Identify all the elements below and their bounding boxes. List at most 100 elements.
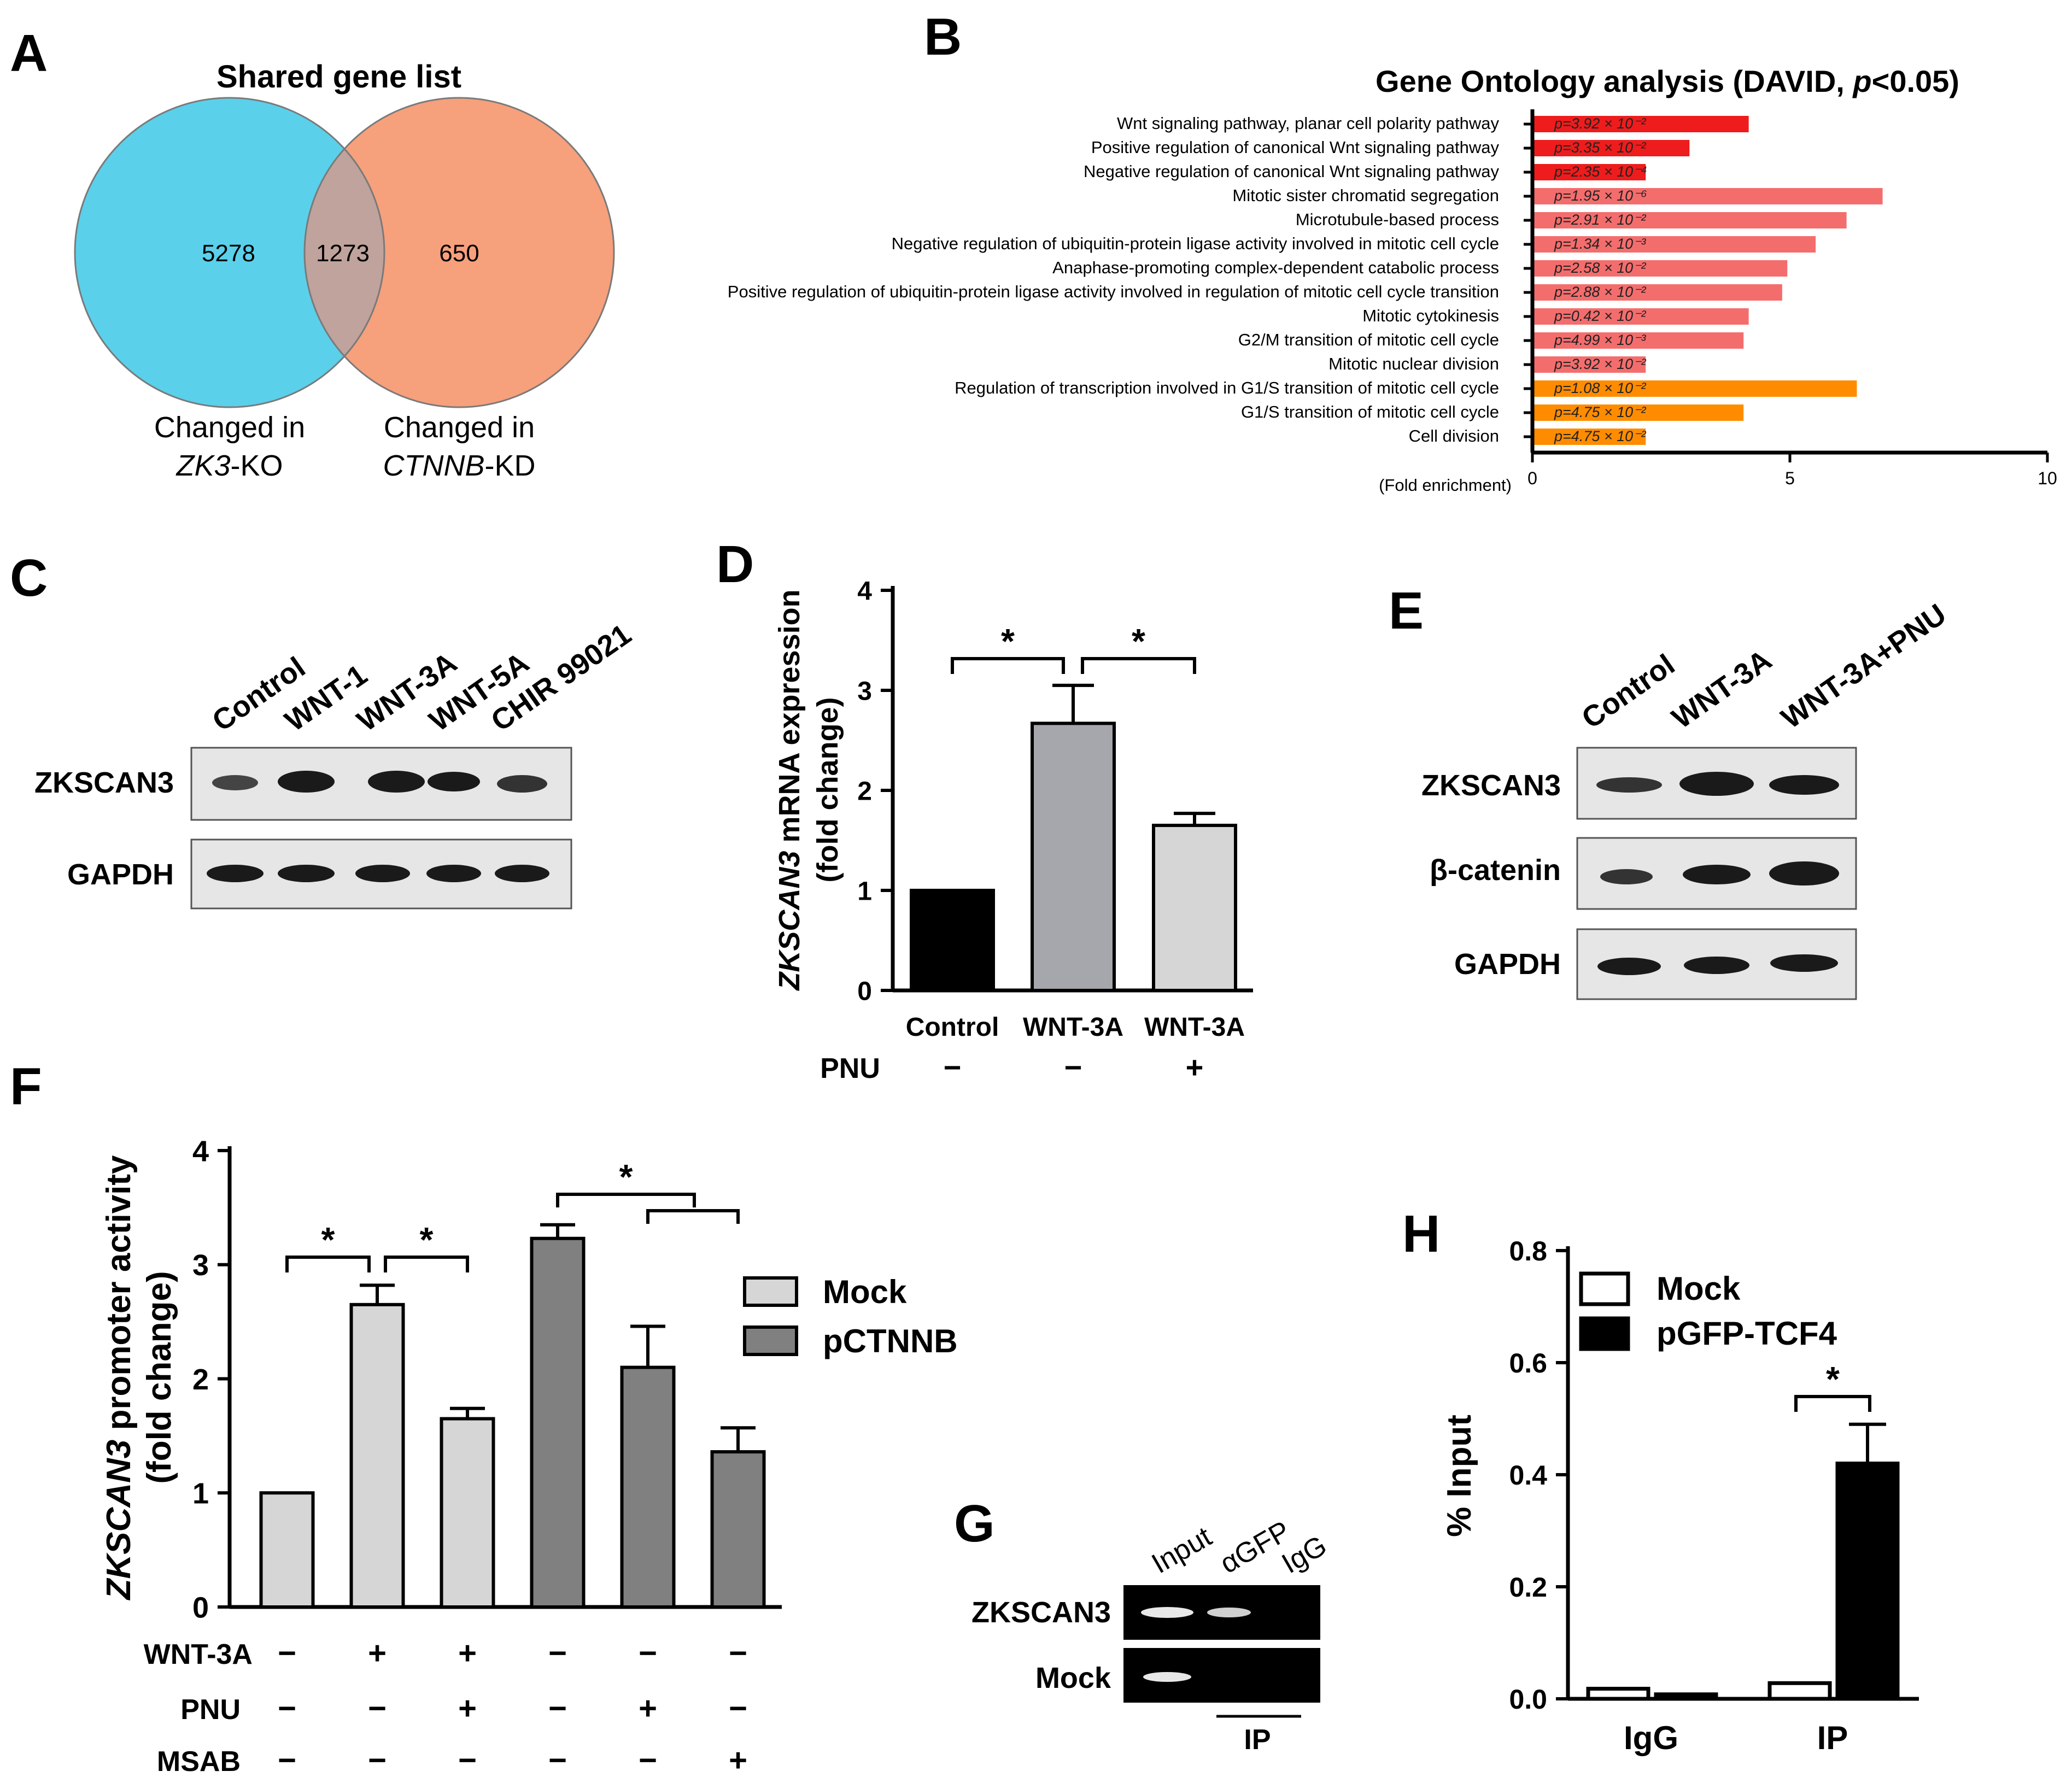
treatment-sign: −: [639, 1635, 657, 1671]
go-bar: [1532, 332, 1744, 349]
blot-band: [1596, 777, 1662, 793]
treatment-sign: −: [548, 1743, 567, 1778]
go-x-tick-label: 10: [2038, 468, 2057, 488]
x-category-label: WNT-3A: [1023, 1013, 1123, 1042]
go-bar: [1532, 236, 1816, 253]
x-category-label: IP: [1817, 1720, 1848, 1756]
venn-overlap-count: 1273: [316, 240, 370, 267]
treatment-sign: +: [639, 1691, 657, 1726]
blot-band: [1600, 869, 1653, 884]
panel-a: A Shared gene list 5278 1273 650 Changed…: [10, 24, 615, 482]
chip-bar: [1835, 1462, 1900, 1701]
y-tick-label: 4: [857, 577, 872, 606]
go-bar-pvalue: p=2.91 × 10⁻²: [1554, 212, 1646, 228]
go-term-label: Negative regulation of canonical Wnt sig…: [1084, 162, 1499, 181]
treatment-sign: −: [548, 1635, 567, 1671]
y-axis-label: % Input: [1441, 1415, 1478, 1537]
y-tick-label: 0.6: [1509, 1348, 1547, 1379]
legend-label-mock: Mock: [1657, 1270, 1741, 1307]
legend-swatch-pgfp-tcf4: [1579, 1316, 1630, 1351]
legend-label-mock: Mock: [823, 1274, 907, 1310]
blot-c-row-label: GAPDH: [67, 858, 174, 891]
treatment-sign-grid: − + + − − − − − + − + − − − − − − +: [278, 1635, 747, 1778]
blot-band: [278, 771, 335, 793]
pnu-row-label: PNU: [820, 1053, 880, 1084]
y-tick-label: 1: [857, 877, 872, 906]
go-bar: [1532, 429, 1646, 445]
legend-label-pctnnb: pCTNNB: [823, 1323, 958, 1359]
blot-e-row-label: β-catenin: [1430, 854, 1561, 887]
legend-label-pgfp-tcf4: pGFP-TCF4: [1657, 1315, 1837, 1352]
significance-star: *: [1132, 621, 1145, 661]
gel-band: [1207, 1608, 1251, 1617]
go-term-label: Regulation of transcription involved in …: [955, 378, 1499, 397]
blot-band: [212, 775, 258, 790]
promoter-bar: [620, 1365, 676, 1609]
go-bar: [1532, 284, 1782, 301]
y-tick-label: 1: [192, 1477, 209, 1510]
blot-band: [355, 865, 410, 882]
blot-g-lane-label: Input: [1146, 1521, 1218, 1580]
go-bar-pvalue: p=2.88 × 10⁻²: [1554, 284, 1646, 300]
ip-bracket-label: IP: [1244, 1724, 1271, 1756]
venn-title: Shared gene list: [216, 59, 461, 95]
promoter-bar: [440, 1417, 495, 1609]
go-bar-pvalue: p=0.42 × 10⁻²: [1554, 308, 1646, 324]
treatment-sign: −: [729, 1691, 747, 1726]
go-bar-pvalue: p=1.08 × 10⁻²: [1554, 380, 1646, 396]
go-term-label: Mitotic cytokinesis: [1362, 306, 1499, 325]
panel-c: C Control WNT-1 WNT-3A WNT-5A CHIR 99021…: [10, 549, 637, 910]
blot-band: [1769, 775, 1839, 795]
go-x-tick-label: 5: [1785, 468, 1795, 488]
go-bar: [1532, 140, 1690, 156]
chip-bar-chart: 0.0 0.2 0.4 0.6 0.8 IgG IP * % Input: [1441, 1236, 1919, 1756]
y-tick-label: 0.0: [1509, 1684, 1547, 1715]
treatment-row-label: PNU: [180, 1694, 241, 1726]
y-tick-label: 2: [192, 1363, 209, 1396]
x-category-label: WNT-3A: [1144, 1013, 1245, 1042]
go-bar-pvalue: p=2.58 × 10⁻²: [1554, 260, 1646, 276]
go-term-label: Cell division: [1409, 426, 1499, 445]
go-bar-pvalue: p=1.95 × 10⁻⁶: [1554, 187, 1647, 204]
y-axis-label-line2: (fold change): [141, 1271, 178, 1483]
venn-left-label-2: ZK3-KO: [175, 449, 283, 482]
treatment-sign: −: [368, 1691, 387, 1726]
panel-e: E Control WNT-3A WNT-3A+PNU ZKSCAN3 β-ca…: [1389, 582, 1952, 1000]
significance-star: *: [420, 1220, 434, 1259]
promoter-bar: [710, 1450, 766, 1609]
blot-e-lane-label: Control: [1576, 648, 1681, 735]
venn-left-label: Changed in: [154, 411, 305, 444]
treatment-row-label: MSAB: [157, 1746, 241, 1778]
y-tick-label: 0.8: [1509, 1236, 1547, 1266]
y-axis-label-line2: (fold change): [811, 697, 844, 883]
go-term-label: Positive regulation of canonical Wnt sig…: [1091, 138, 1500, 157]
panel-f-letter: F: [10, 1057, 42, 1116]
y-tick-label: 3: [192, 1249, 209, 1282]
pnu-sign: −: [944, 1050, 962, 1084]
go-bar: [1532, 260, 1788, 277]
y-tick-label: 0.4: [1509, 1460, 1547, 1491]
y-axis-label: ZKSCAN3 mRNA expression: [773, 589, 806, 991]
go-bar-chart: Wnt signaling pathway, planar cell polar…: [728, 109, 2057, 488]
promoter-bar: [259, 1491, 315, 1609]
significance-bracket: [556, 1193, 696, 1207]
significance-bracket: [285, 1256, 371, 1272]
y-tick-label: 0: [857, 977, 872, 1006]
panel-h-letter: H: [1402, 1205, 1440, 1263]
go-bar: [1532, 116, 1749, 132]
panel-d-letter: D: [716, 535, 754, 594]
go-term-label: Wnt signaling pathway, planar cell polar…: [1117, 114, 1500, 133]
panel-b-letter: B: [924, 8, 962, 66]
treatment-row-label: WNT-3A: [144, 1639, 253, 1670]
go-bar-pvalue: p=4.99 × 10⁻³: [1554, 332, 1646, 348]
blot-e-row-label: GAPDH: [1454, 948, 1561, 981]
go-bar: [1532, 356, 1646, 373]
blot-c-row-label: ZKSCAN3: [34, 766, 174, 799]
treatment-sign: −: [278, 1691, 296, 1726]
mrna-bar: [1152, 824, 1237, 993]
blot-band: [1679, 772, 1754, 796]
blot-band: [207, 865, 264, 882]
blot-g-lane-label: αGFP: [1215, 1515, 1296, 1580]
venn-outline-left: [74, 97, 385, 408]
